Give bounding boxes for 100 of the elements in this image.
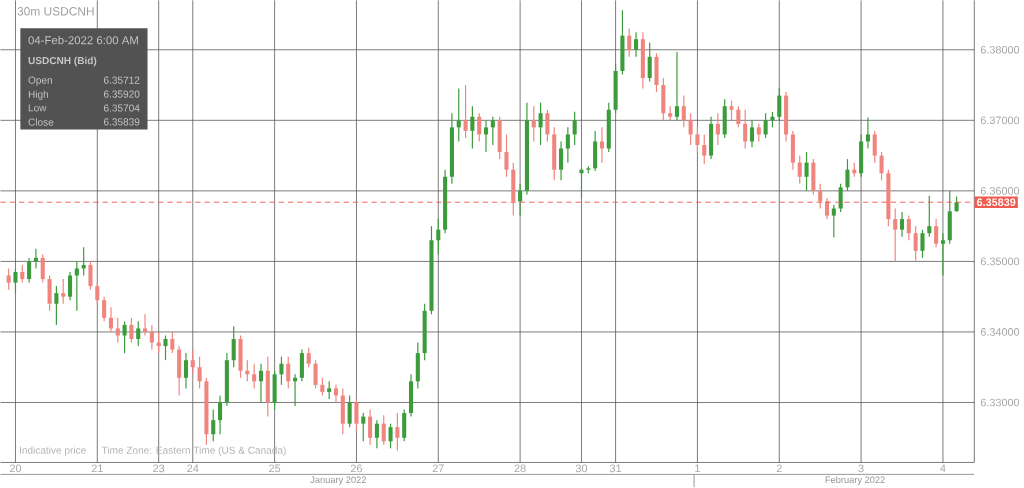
- candlestick: [872, 130, 877, 164]
- candlestick: [518, 183, 523, 217]
- chart-title: 30m USDCNH: [17, 7, 94, 16]
- candlestick: [940, 232, 945, 277]
- candlestick: [361, 412, 366, 443]
- candlestick: [818, 183, 823, 210]
- annotation: USDCNH (Bid): [28, 56, 97, 67]
- x-tick-label: 3: [858, 464, 864, 473]
- candlestick: [27, 257, 32, 284]
- candlestick: [906, 215, 911, 241]
- candlestick: [934, 218, 939, 249]
- candlestick: [831, 204, 836, 239]
- candlestick: [504, 133, 509, 178]
- x-tick-label: 21: [91, 464, 103, 473]
- candlestick: [681, 95, 686, 129]
- candlestick: [258, 363, 264, 404]
- candlestick: [729, 100, 734, 122]
- annotation: Open: [28, 76, 52, 86]
- candlestick: [218, 394, 223, 435]
- annotation: Indicative price: [20, 446, 86, 456]
- candlestick: [470, 105, 475, 150]
- candlestick: [763, 112, 768, 139]
- candlestick: [893, 208, 898, 263]
- candlestick: [163, 335, 168, 361]
- candlestick: [824, 197, 830, 220]
- annotation: Close: [28, 118, 54, 126]
- candlestick: [347, 394, 352, 428]
- candlestick: [695, 126, 700, 153]
- candlestick: [40, 253, 45, 284]
- candlestick: [143, 313, 148, 337]
- candlestick: [845, 158, 850, 192]
- candlestick: [129, 317, 134, 344]
- candlestick: [74, 260, 79, 312]
- candlestick: [183, 352, 189, 390]
- x-tick-label: 26: [350, 464, 363, 473]
- candlestick: [108, 306, 113, 333]
- annotation: 04-Feb-2022 6:00 AM: [28, 36, 138, 45]
- x-tick-label: 24: [187, 464, 199, 473]
- candlestick: [579, 167, 584, 199]
- candlestick: [306, 347, 311, 368]
- candlestick: [61, 278, 66, 305]
- candlestick: [483, 119, 489, 153]
- candlestick: [6, 268, 11, 291]
- y-tick-label: 6.33000: [980, 398, 1020, 407]
- annotation: 6.35920: [104, 90, 140, 98]
- candlestick: [743, 109, 748, 150]
- annotation: 6.35839: [104, 118, 140, 126]
- candlestick: [879, 151, 884, 182]
- text: January 2022: [310, 476, 366, 486]
- candlestick: [572, 111, 577, 146]
- candlestick: [797, 155, 802, 185]
- x-tick-label: 25: [269, 464, 281, 473]
- candlestick: [920, 229, 925, 259]
- candlestick: [95, 282, 100, 305]
- candlestick: [374, 419, 379, 450]
- candlestick: [702, 133, 707, 165]
- candlestick: [67, 271, 73, 301]
- y-tick-label: 6.38000: [980, 46, 1020, 54]
- x-tick-label: 27: [432, 464, 444, 473]
- candlestick: [538, 102, 543, 146]
- x-tick-label: 23: [153, 464, 165, 473]
- candlestick: [279, 356, 284, 386]
- candlestick: [927, 195, 932, 238]
- candlestick: [190, 349, 195, 376]
- candlestick: [395, 412, 400, 452]
- candlestick: [13, 268, 18, 294]
- x-tick-label: 30: [575, 464, 588, 473]
- y-tick-label: 6.35000: [980, 257, 1020, 266]
- candlestick: [115, 317, 120, 344]
- candlestick: [122, 320, 127, 354]
- candlestick: [477, 112, 482, 143]
- candlestick: [286, 356, 291, 390]
- x-tick-label: 20: [9, 464, 22, 473]
- candlestick: [54, 285, 59, 326]
- candlestick: [688, 112, 693, 146]
- candlestick: [545, 109, 550, 143]
- candlestick: [333, 384, 339, 404]
- candlestick: [211, 409, 216, 443]
- candlestick: [899, 211, 905, 238]
- candlestick: [634, 31, 639, 58]
- text: February 2022: [825, 476, 885, 486]
- candlestick: [674, 51, 680, 122]
- candlestick: [599, 126, 604, 164]
- y-tick-label: 6.34000: [980, 328, 1020, 336]
- annotation: High: [28, 90, 49, 101]
- x-tick-label: 2: [776, 464, 782, 473]
- candlestick: [865, 117, 870, 150]
- candlestick: [531, 105, 536, 143]
- candlestick: [647, 42, 652, 83]
- candlestick: [804, 151, 809, 192]
- candlestick: [354, 398, 359, 432]
- x-tick-label: 1: [695, 464, 700, 473]
- y-tick-label: 6.36000: [980, 187, 1020, 195]
- candlestick: [388, 423, 393, 450]
- candlestick: [313, 359, 318, 390]
- ref-line-label: 6.35839: [976, 198, 1016, 207]
- x-tick-label: 28: [514, 464, 526, 473]
- candlestick: [88, 260, 93, 291]
- candlestick: [838, 183, 843, 213]
- candlestick: [170, 331, 175, 354]
